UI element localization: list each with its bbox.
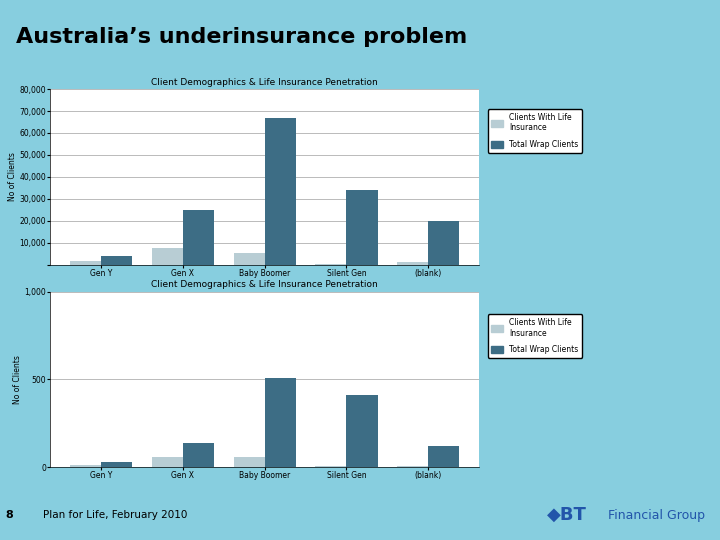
Bar (397, 465, 428, 467)
Bar (265, 377, 296, 467)
Bar (183, 210, 214, 265)
Bar (315, 264, 346, 265)
Title: Client Demographics & Life Insurance Penetration: Client Demographics & Life Insurance Pen… (151, 78, 378, 87)
Legend: Clients With Life
Insurance, Total Wrap Clients: Clients With Life Insurance, Total Wrap … (487, 109, 582, 153)
Title: Client Demographics & Life Insurance Penetration: Client Demographics & Life Insurance Pen… (151, 280, 378, 289)
Bar (101, 462, 132, 467)
Bar (70, 261, 101, 265)
Bar (183, 443, 214, 467)
Text: Australia’s underinsurance problem: Australia’s underinsurance problem (16, 27, 467, 47)
Text: Financial Group: Financial Group (608, 509, 706, 522)
Text: ◆BT: ◆BT (547, 506, 587, 524)
Bar (397, 262, 428, 265)
Y-axis label: No of Clients: No of Clients (8, 152, 17, 201)
Bar (346, 395, 377, 467)
Bar (101, 256, 132, 265)
Bar (233, 253, 265, 265)
Bar (265, 118, 296, 265)
Bar (428, 221, 459, 265)
Bar (428, 446, 459, 467)
Bar (152, 457, 183, 467)
Bar (152, 248, 183, 265)
Bar (315, 466, 346, 467)
Bar (70, 465, 101, 467)
Text: 8: 8 (6, 510, 14, 520)
Bar (346, 190, 377, 265)
Y-axis label: No of Clients: No of Clients (13, 355, 22, 404)
Bar (233, 457, 265, 467)
Text: Plan for Life, February 2010: Plan for Life, February 2010 (43, 510, 188, 520)
Legend: Clients With Life
Insurance, Total Wrap Clients: Clients With Life Insurance, Total Wrap … (487, 314, 582, 358)
